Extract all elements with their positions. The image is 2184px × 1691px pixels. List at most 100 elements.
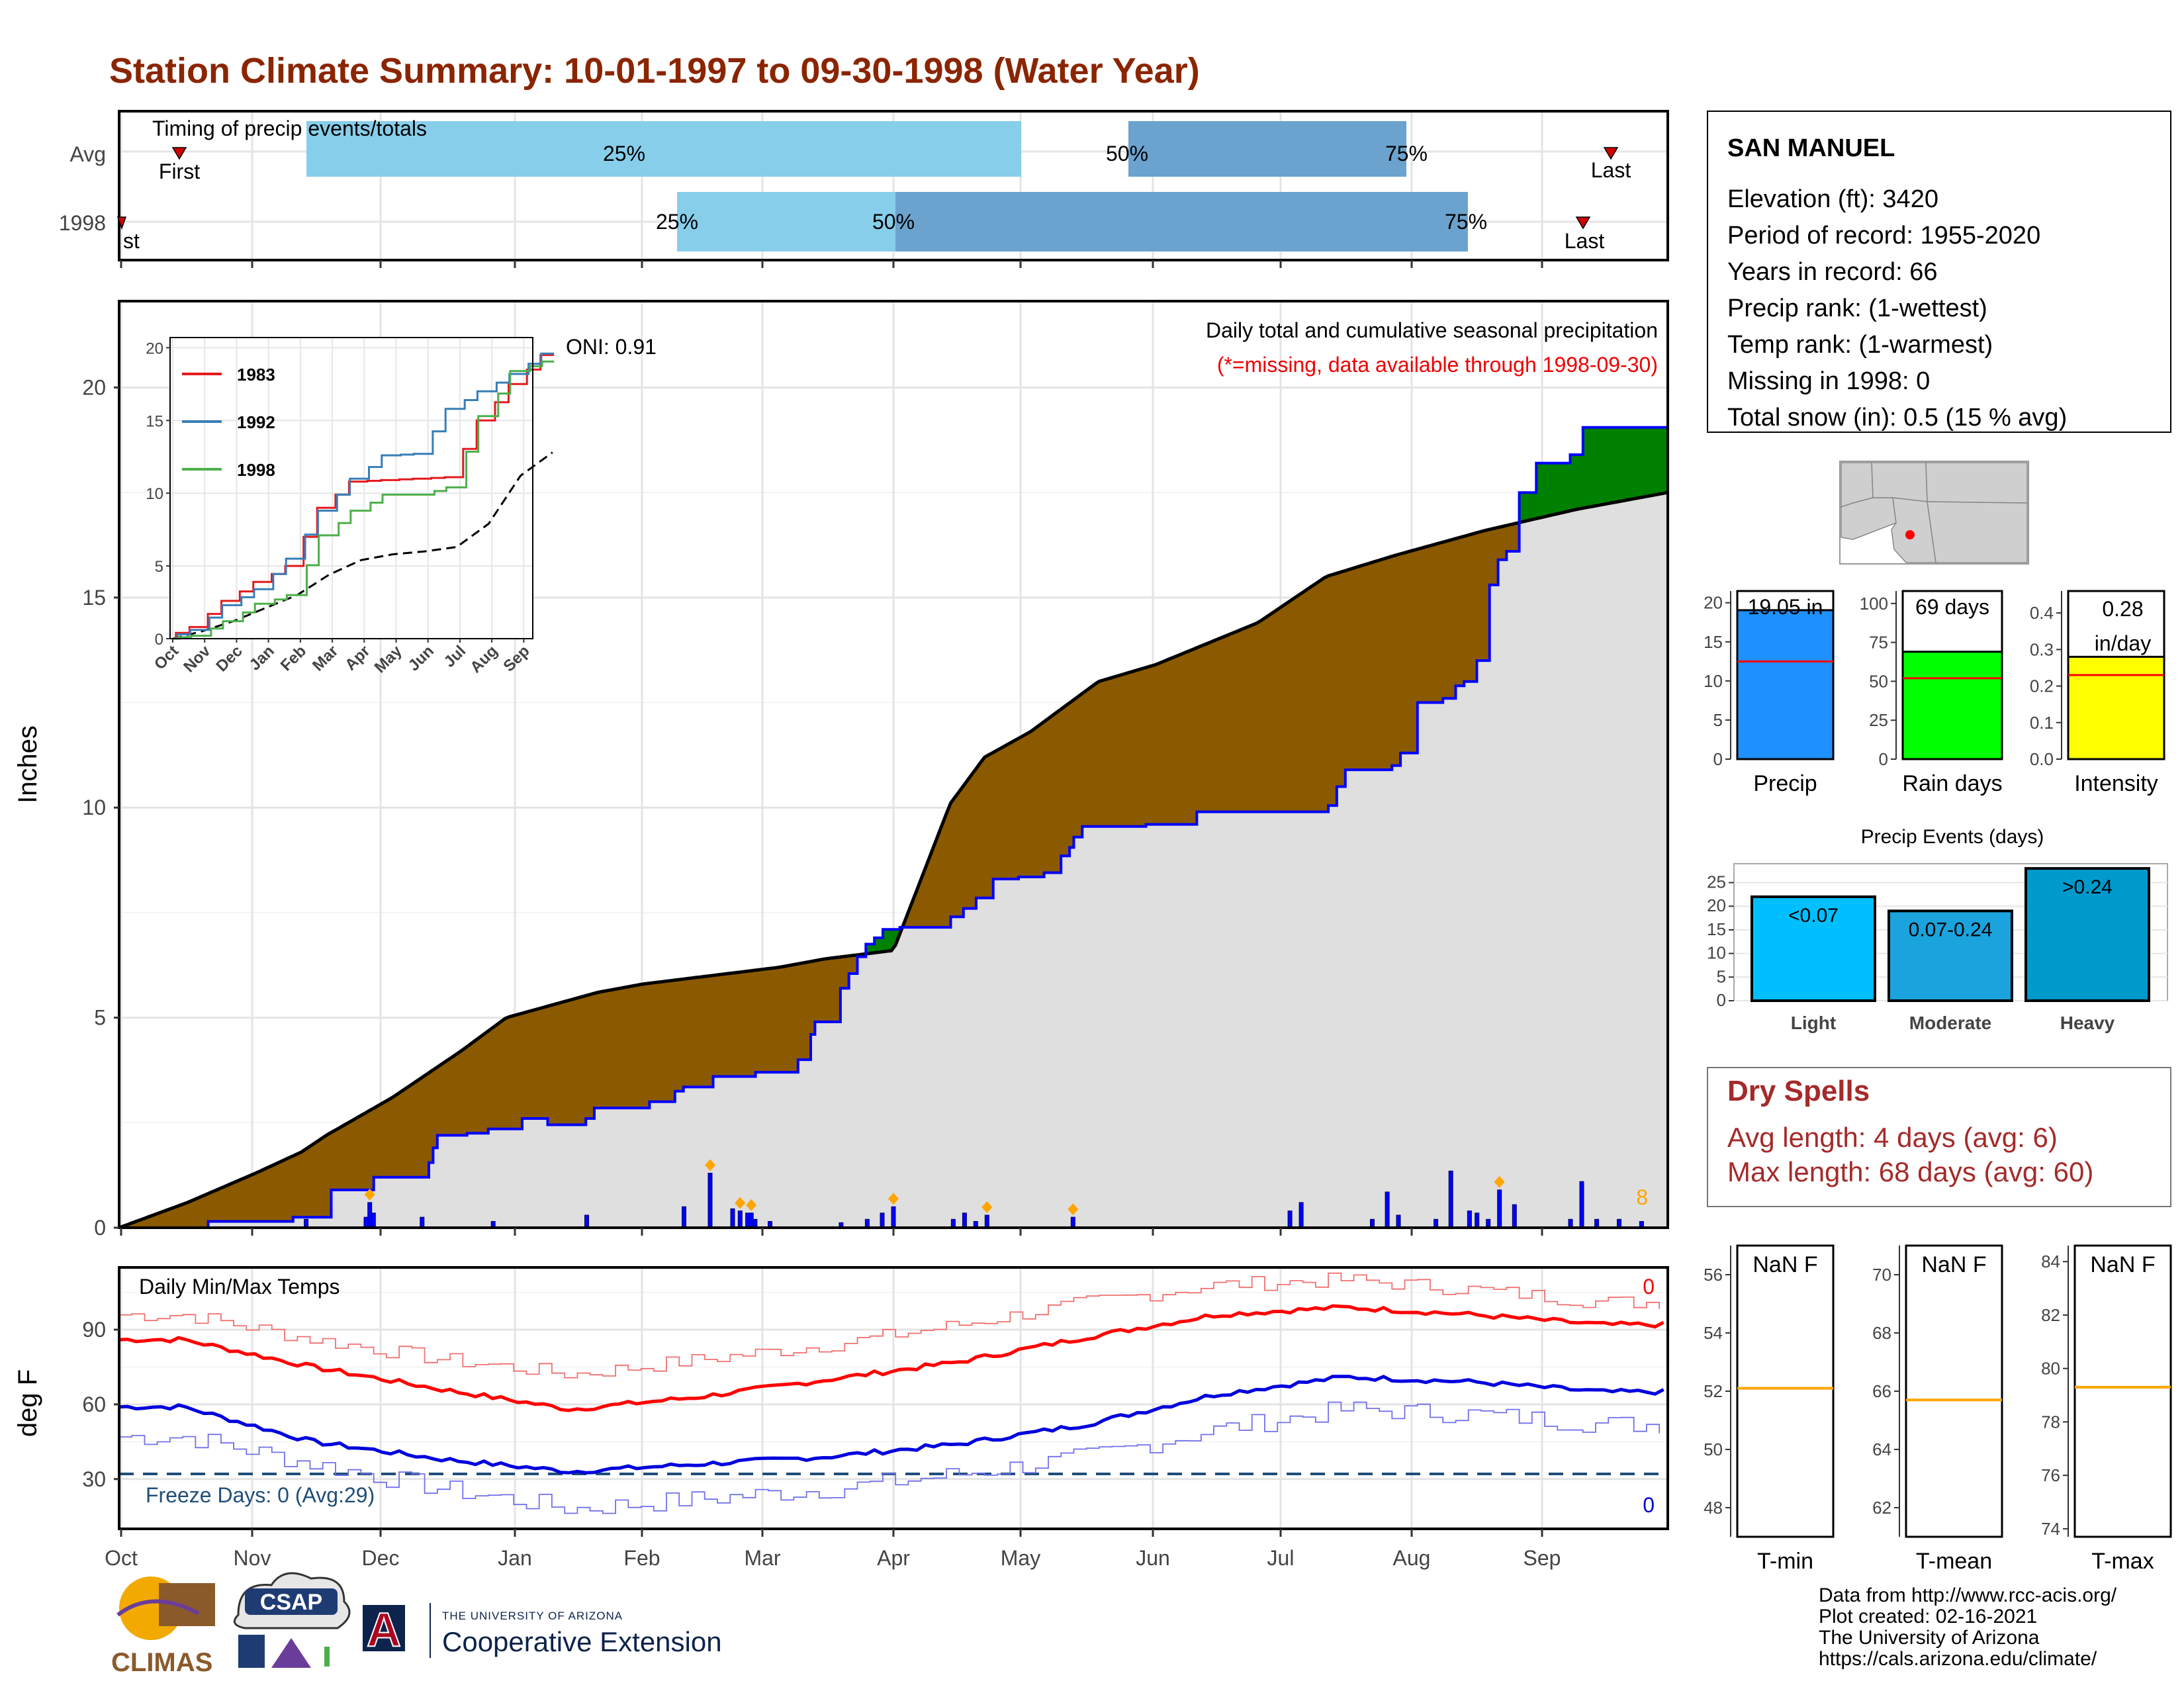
y1998-75-label: 75% <box>1445 210 1487 234</box>
event-diamond-marker <box>1068 1203 1079 1216</box>
daily-precip-bar <box>1512 1204 1517 1228</box>
y1998-last-label: Last <box>1565 229 1605 253</box>
dry-spells-title: Dry Spells <box>1727 1075 1870 1107</box>
station-info-box: SAN MANUEL Elevation (ft): 3420 Period o… <box>1707 111 2171 433</box>
inset-series-1983 <box>173 353 555 640</box>
legend-1998-label: 1998 <box>237 460 275 480</box>
events-bar-heavy <box>2025 867 2150 1003</box>
temp-summary-ytick-label: 50 <box>1704 1440 1723 1459</box>
temperature-summary-bars: NaN F 48 50 52 54 56 T-min NaN F 62 64 66 68 70 T-mea… <box>1704 1244 2172 1574</box>
temp-summary-ytick-label: 48 <box>1704 1498 1723 1518</box>
temp-title: Daily Min/Max Temps <box>139 1275 340 1299</box>
daily-precip-bar <box>1497 1189 1502 1228</box>
temp-summary-ytick-label: 76 <box>2041 1465 2060 1485</box>
precip-title-1: Daily total and cumulative seasonal prec… <box>1206 318 1658 342</box>
inset-xtick-label: Jan <box>246 642 278 674</box>
summary-bar-ytick-label: 20 <box>1704 593 1723 613</box>
avg-50-label: 50% <box>1106 142 1148 165</box>
inset-xtick-label: May <box>371 642 406 677</box>
inset-ytick-label: 0 <box>155 631 163 649</box>
ua-line-1: THE UNIVERSITY OF ARIZONA <box>442 1610 623 1622</box>
events-ytick-label: 20 <box>1707 895 1726 915</box>
month-label: Sep <box>1524 1546 1561 1570</box>
timing-avg-light-bar <box>306 121 1021 177</box>
footer-line-4: https://cals.arizona.edu/climate/ <box>1819 1648 2097 1670</box>
month-label: Jun <box>1136 1546 1170 1570</box>
daily-precip-bar <box>371 1212 376 1228</box>
y1998-last-marker <box>1575 216 1591 230</box>
events-bar-moderate <box>1888 909 2013 1002</box>
y1998-first-marker <box>116 216 127 230</box>
summary-bar-label: Intensity <box>2074 771 2158 796</box>
event-diamond-marker <box>735 1197 746 1209</box>
temp-summary-ytick-label: 74 <box>2041 1519 2060 1539</box>
inset-series-1998 <box>173 360 555 640</box>
timing-label: Timing of precip events/totals <box>152 116 427 140</box>
dry-spells-line-1: Avg length: 4 days (avg: 6) <box>1727 1122 2058 1153</box>
events-ytick-label: 0 <box>1717 990 1726 1010</box>
inset-xtick-label: Dec <box>212 642 246 675</box>
summary-bar-value: 0.28 <box>2102 597 2143 621</box>
summary-bar-ytick-label: 15 <box>1704 632 1723 652</box>
inset-xtick-label: Nov <box>180 642 214 676</box>
ua-block-bg <box>363 1605 405 1651</box>
summary-bar-ytick-label: 0.0 <box>2030 749 2054 769</box>
daily-precip-bar <box>682 1206 686 1228</box>
timing-row-avg: Avg <box>69 142 106 166</box>
footer-line-3: The University of Arizona <box>1819 1627 2040 1649</box>
temp-summary-value: NaN F <box>1921 1252 1986 1277</box>
daily-precip-bar <box>1579 1181 1584 1228</box>
precip-ylabel: Inches <box>13 725 42 803</box>
csap-cactus-icon <box>324 1647 330 1667</box>
y1998-25-label: 25% <box>656 210 698 234</box>
dry-spells-frame <box>1707 1067 2171 1207</box>
below-average-area <box>123 522 1520 1228</box>
temp-summary-ytick-label: 66 <box>1872 1381 1891 1401</box>
station-name: SAN MANUEL <box>1727 134 1895 162</box>
month-label: Aug <box>1393 1546 1431 1570</box>
daily-precip-bars <box>304 1170 1644 1228</box>
temp-summary-frame <box>2073 1244 2172 1538</box>
temp-summary-ytick-label: 78 <box>2041 1412 2060 1432</box>
events-ytick-label: 15 <box>1707 919 1726 939</box>
temp-summary-ytick-label: 64 <box>1872 1440 1891 1459</box>
precip-ytick-label: 5 <box>94 1006 106 1030</box>
temp-summary-frame <box>1736 1244 1835 1538</box>
avg-last-label: Last <box>1591 158 1631 182</box>
csap-grid-icon <box>238 1635 265 1668</box>
temp-ytick-label: 30 <box>82 1467 106 1491</box>
month-label: Feb <box>623 1546 660 1570</box>
temp-summary-ytick-label: 68 <box>1872 1323 1891 1343</box>
summary-bar-ytick-label: 0.3 <box>2030 639 2054 659</box>
precip-ytick-label: 20 <box>82 375 106 399</box>
avg-first-marker <box>171 147 187 160</box>
climas-arc-icon <box>116 1599 200 1617</box>
daily-precip-bar <box>891 1206 896 1228</box>
csap-wordmark: CSAP <box>260 1590 322 1615</box>
inset-ytick-label: 15 <box>146 412 163 430</box>
temp-summary-frame <box>1905 1244 2003 1538</box>
inset-xtick-label: Mar <box>309 642 341 674</box>
footer: Data from http://www.rcc-acis.org/ Plot … <box>1819 1584 2117 1670</box>
month-label: May <box>1001 1546 1040 1570</box>
oni-label: ONI: 0.91 <box>566 335 657 359</box>
daily-precip-bar <box>420 1216 425 1228</box>
timing-1998-light-bar <box>677 192 895 251</box>
station-line-5: Temp rank: (1-warmest) <box>1727 331 1993 359</box>
daily-precip-bar <box>730 1208 735 1228</box>
summary-bar-label: Rain days <box>1902 771 2002 796</box>
y1998-first-label: st <box>123 229 140 253</box>
temp-summary-ytick-label: 54 <box>1704 1323 1723 1343</box>
events-bar-label: <0.07 <box>1788 905 1839 927</box>
temp-summary-ytick-label: 70 <box>1872 1265 1891 1285</box>
daily-precip-bar <box>1396 1214 1401 1228</box>
summary-bar-value-unit: in/day <box>2095 631 2151 655</box>
summary-bar-ytick-label: 5 <box>1713 710 1723 730</box>
temp-summary-label: T-min <box>1757 1549 1813 1574</box>
event-diamond-marker <box>981 1201 993 1213</box>
location-map <box>1839 461 2029 565</box>
event-diamond-marker <box>364 1188 375 1201</box>
ua-line-2: Cooperative Extension <box>442 1626 722 1657</box>
events-category-label: Heavy <box>2060 1013 2115 1033</box>
ua-block-a-icon: A <box>367 1604 401 1657</box>
